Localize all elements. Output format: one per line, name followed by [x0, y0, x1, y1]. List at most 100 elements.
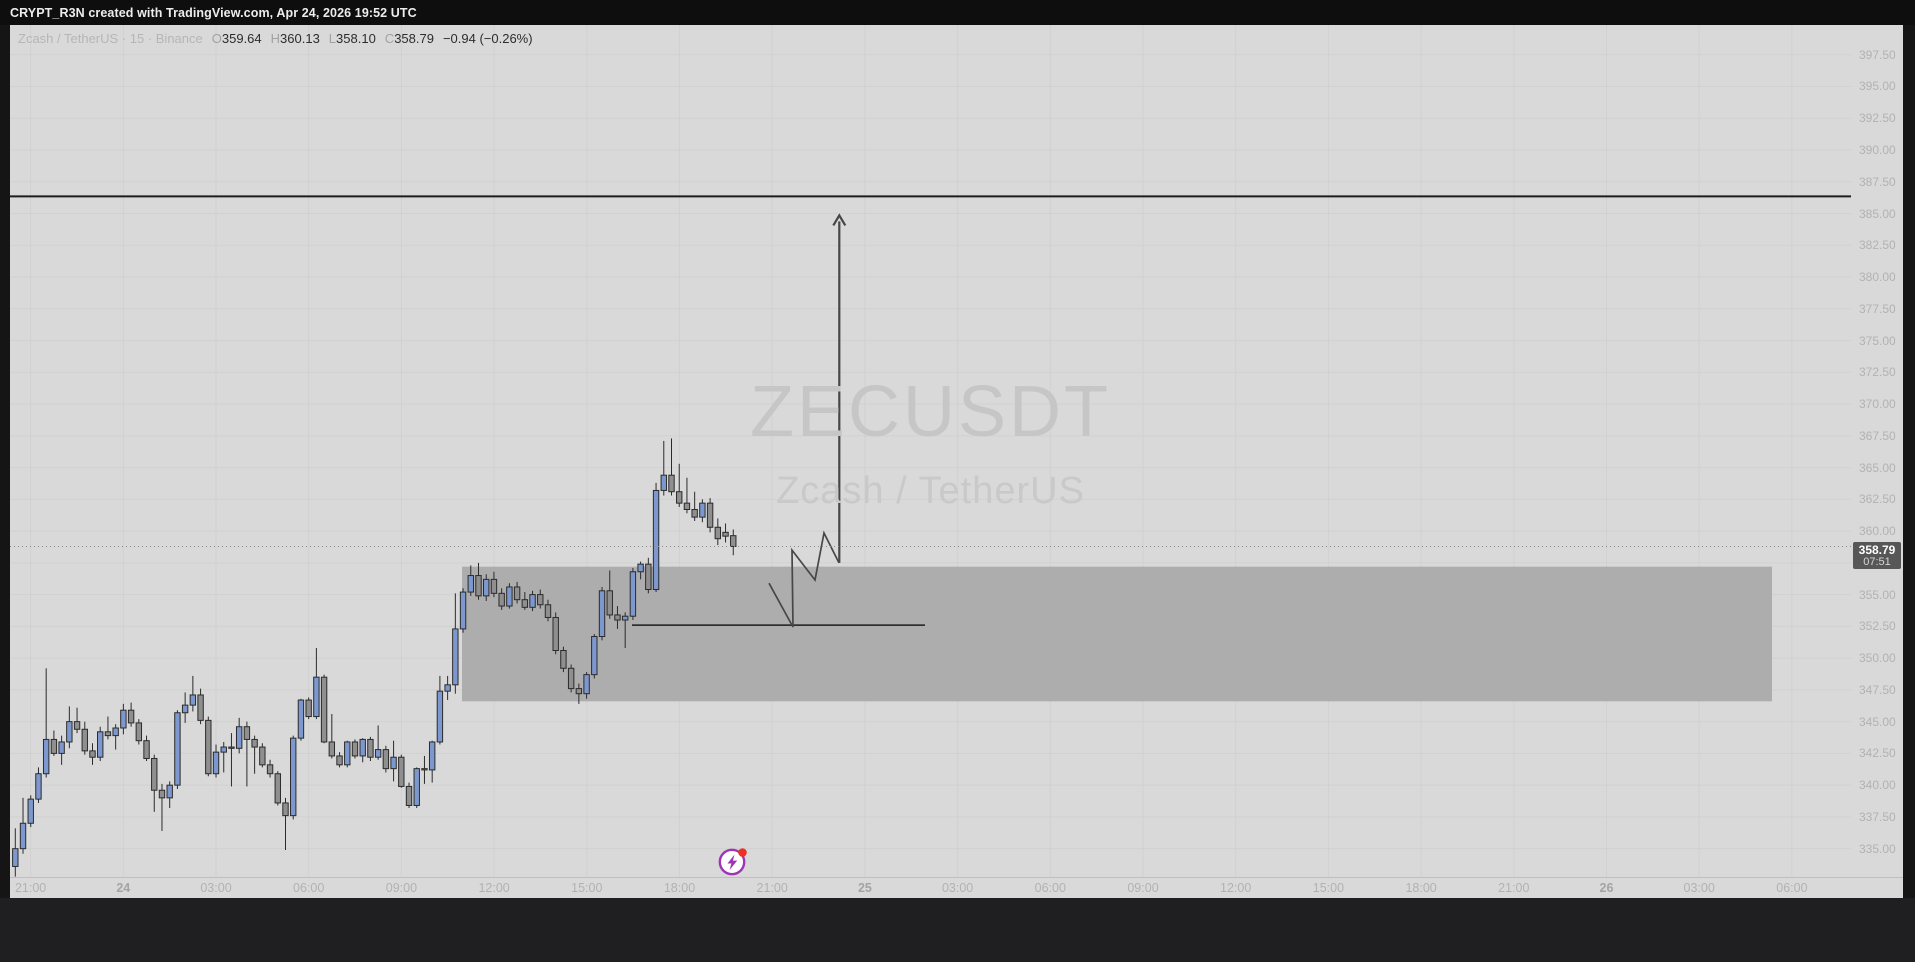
price-axis-label: 350.00: [1859, 651, 1896, 666]
time-axis-label: 21:00: [14, 881, 47, 895]
price-axis-label: 397.50: [1859, 47, 1896, 62]
time-axis-label: 21:00: [756, 881, 788, 895]
time-axis-separator: [10, 877, 1903, 878]
time-axis-label: 15:00: [571, 881, 603, 895]
candlestick-chart: [10, 25, 1851, 877]
price-axis-label: 390.00: [1859, 142, 1896, 157]
time-axis-label: 06:00: [293, 881, 325, 895]
candle-body: [104, 731, 112, 737]
candle-body: [66, 721, 73, 743]
candle-body: [359, 738, 366, 757]
candle-body: [374, 749, 382, 758]
candle-body: [89, 750, 96, 758]
candle-body: [629, 571, 637, 617]
candle-body: [228, 746, 235, 749]
last-price-label: 358.79 07:51: [1853, 541, 1901, 569]
time-axis-label: 18:00: [1405, 881, 1437, 895]
candle-body: [73, 721, 81, 730]
candle-body: [413, 768, 420, 806]
candle-body: [313, 676, 320, 718]
last-price-value: 358.79: [1858, 542, 1896, 557]
price-axis-label: 365.00: [1859, 460, 1896, 475]
candle-body: [583, 674, 590, 695]
candle-body: [544, 604, 552, 618]
candle-body: [143, 740, 150, 759]
candle-body: [652, 489, 660, 591]
candle-body: [297, 699, 305, 739]
ohlc-high: H360.13: [270, 30, 320, 46]
candle-body: [158, 789, 166, 799]
candle-body: [591, 636, 598, 676]
time-axis-label: 15:00: [1312, 881, 1345, 895]
up-arrow-head: [832, 213, 847, 226]
candle-body: [567, 667, 575, 690]
candle-body: [251, 738, 258, 748]
candle-body: [506, 586, 513, 607]
candle-body: [722, 531, 729, 537]
time-axis-label: 12:00: [478, 881, 510, 895]
candle-body: [97, 731, 104, 758]
candle-body: [120, 709, 127, 729]
ohlc-low: L358.10: [328, 30, 376, 46]
candle-body: [266, 764, 274, 775]
candle-body: [367, 738, 374, 758]
zone-rectangle: [462, 566, 1772, 702]
candle-body: [529, 594, 536, 608]
price-axis-label: 372.50: [1859, 365, 1896, 380]
candle-body: [405, 785, 413, 806]
candle-body: [112, 727, 119, 737]
reaction-button[interactable]: [715, 844, 751, 880]
candle-body: [344, 741, 351, 766]
chart-pane[interactable]: [10, 25, 1851, 877]
price-axis-label: 345.00: [1859, 714, 1896, 729]
candle-body: [490, 578, 498, 594]
candle-body: [151, 757, 158, 791]
candle-body: [189, 694, 197, 706]
candle-body: [475, 575, 482, 597]
price-axis-label: 395.00: [1859, 79, 1896, 94]
price-axis-label: 392.50: [1859, 111, 1896, 126]
candle-body: [305, 699, 312, 718]
candle-body: [428, 741, 436, 771]
symbol-legend: Zcash / TetherUS · 15 · Binance O359.64 …: [18, 30, 533, 46]
candle-body: [575, 688, 583, 695]
candle-body: [691, 508, 698, 518]
chart-surface: [10, 25, 1903, 898]
candle-body: [621, 615, 629, 621]
candle-body: [390, 756, 397, 770]
candle-body: [328, 741, 336, 757]
candle-body: [637, 563, 644, 573]
time-axis-label: 09:00: [1127, 881, 1159, 895]
attribution-text: CRYPT_R3N created with TradingView.com, …: [10, 5, 417, 20]
price-axis-label: 347.50: [1859, 682, 1896, 697]
time-axis-label: 21:00: [1498, 881, 1530, 895]
price-axis-label: 335.00: [1859, 841, 1896, 856]
candle-body: [135, 722, 143, 742]
candle-body: [320, 676, 328, 743]
candle-body: [259, 746, 266, 766]
candle-body: [351, 741, 359, 757]
candle-body: [730, 535, 737, 547]
candle-body: [166, 784, 173, 799]
candle-body: [382, 749, 390, 770]
candle-body: [290, 737, 297, 817]
price-axis-label: 387.50: [1859, 174, 1896, 189]
candle-body: [35, 773, 42, 800]
candle-body: [521, 599, 529, 608]
price-axis-label: 360.00: [1859, 524, 1896, 539]
candle-body: [606, 590, 613, 616]
time-axis-label: 03:00: [200, 881, 232, 895]
candle-body: [660, 474, 667, 491]
time-axis-day-label: 24: [116, 881, 131, 895]
candle-body: [220, 746, 227, 753]
candle-body: [537, 594, 544, 606]
price-change: −0.94 (−0.26%): [442, 30, 533, 46]
price-axis-label: 377.50: [1859, 301, 1896, 316]
candle-body: [421, 768, 428, 771]
candle-body: [645, 563, 652, 591]
candle-body: [174, 712, 181, 786]
candle-body: [467, 575, 474, 593]
time-axis-day-label: 25: [857, 881, 872, 895]
candle-body: [19, 822, 27, 850]
candle-body: [42, 738, 50, 775]
